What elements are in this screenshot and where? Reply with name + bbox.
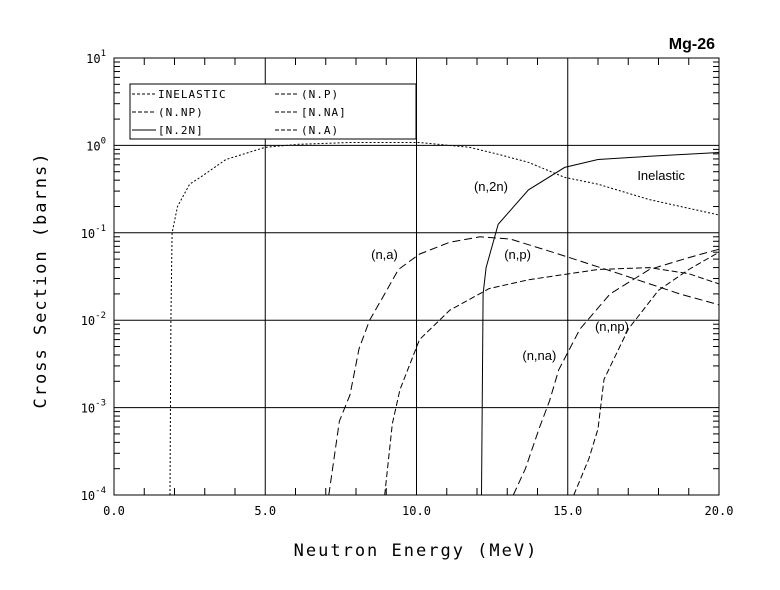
series-line-Inelastic <box>169 142 720 496</box>
legend-label: (N.NP) <box>158 106 204 119</box>
chart-title: Mg-26 <box>669 36 715 53</box>
y-tick-label: 10-4 <box>81 486 106 503</box>
y-tick-label: 100 <box>86 136 106 153</box>
series-line-nnp <box>573 251 720 496</box>
y-tick-label: 10-3 <box>81 399 106 416</box>
y-tick-label: 101 <box>86 49 106 66</box>
legend-label: (N.A) <box>301 124 339 137</box>
y-axis-label: Cross Section (barns) <box>31 152 51 409</box>
series-line-na <box>328 236 720 496</box>
x-tick-label: 15.0 <box>553 504 582 518</box>
series-line-n2n <box>481 152 720 496</box>
curve-annotation: (n,np) <box>595 319 629 334</box>
y-tick-label: 10-1 <box>81 224 106 241</box>
x-tick-label: 20.0 <box>705 504 734 518</box>
legend-label: [N.NA] <box>301 106 347 119</box>
x-tick-label: 10.0 <box>402 504 431 518</box>
legend-label: (N.P) <box>301 88 339 101</box>
x-axis-label: Neutron Energy (MeV) <box>294 541 539 561</box>
curve-annotation: (n,na) <box>522 348 556 363</box>
curve-annotation: Inelastic <box>637 168 685 183</box>
series-line-nna <box>512 248 720 496</box>
legend-label: [N.2N] <box>158 124 204 137</box>
legend-label: INELASTIC <box>158 88 227 101</box>
y-tick-label: 10-2 <box>81 311 106 328</box>
curve-annotation: (n,a) <box>371 247 398 262</box>
x-tick-label: 5.0 <box>254 504 276 518</box>
series-line-np <box>384 267 720 496</box>
x-tick-label: 0.0 <box>103 504 125 518</box>
curve-annotation: (n,2n) <box>474 179 508 194</box>
curve-annotation: (n,p) <box>504 247 531 262</box>
legend-box <box>129 83 417 140</box>
